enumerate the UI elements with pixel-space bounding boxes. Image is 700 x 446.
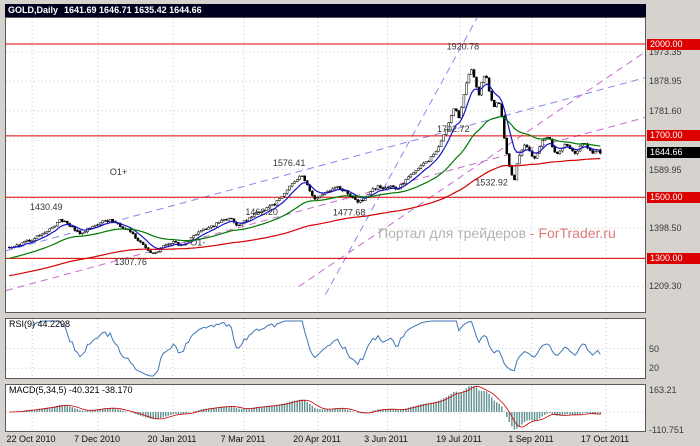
macd-grid <box>6 385 645 431</box>
annotation-label: 1307.76 <box>114 257 147 267</box>
price-annotations: 1920.78 1702.72 1576.41 1462.20 1430.49 1477.… <box>30 42 508 268</box>
x-axis-date-label: 19 Jul 2011 <box>436 434 482 444</box>
y-axis-price-label: 1209.30 <box>649 281 682 291</box>
x-axis-date-label: 20 Jan 2011 <box>147 434 197 444</box>
horizontal-price-lines[interactable] <box>6 43 645 259</box>
price-chart-canvas[interactable]: 1920.78 1702.72 1576.41 1462.20 1430.49 1477.… <box>6 18 645 312</box>
macd-label: MACD(5,34,5) -40.321 -38.170 <box>9 385 133 395</box>
x-axis-date-label: 20 Apr 2011 <box>293 434 341 444</box>
annotation-label: 1477.68 <box>333 208 366 218</box>
ma-mid-line <box>9 116 601 259</box>
annotation-label: 1702.72 <box>437 124 470 134</box>
ma-slow-line <box>9 158 601 277</box>
annotation-label: 1920.78 <box>447 42 480 52</box>
macd-axis-label: 163.21 <box>649 385 677 395</box>
annotation-label: O1- <box>190 238 205 248</box>
main-grid <box>6 18 645 312</box>
hline-price-badge: 1300.00 <box>647 253 700 264</box>
y-axis-price-label: 1398.50 <box>649 223 682 233</box>
macd-axis-label: -110.751 <box>649 425 684 435</box>
rsi-level-label: 20 <box>649 363 660 373</box>
rsi-grid <box>6 319 645 378</box>
x-axis-date-label: 22 Oct 2010 <box>6 434 56 444</box>
macd-canvas[interactable] <box>6 385 645 431</box>
y-axis-price-label: 1589.95 <box>649 165 682 175</box>
rsi-label: RSI(9) 44.2298 <box>9 319 71 329</box>
trendline[interactable] <box>298 51 645 288</box>
ohlc-values: 1641.69 1646.71 1635.42 1644.66 <box>64 5 202 15</box>
trendline[interactable] <box>325 18 492 295</box>
y-axis-price-label: 1878.95 <box>649 76 682 86</box>
annotation-label: 1532.92 <box>475 178 508 188</box>
annotation-label: 1430.49 <box>30 202 63 212</box>
macd-signal-line <box>9 385 601 428</box>
price-chart-pane[interactable]: 1920.78 1702.72 1576.41 1462.20 1430.49 1477.… <box>5 17 646 313</box>
x-axis-date-label: 7 Dec 2010 <box>73 434 121 444</box>
hline-price-badge: 2000.00 <box>647 39 700 50</box>
x-axis-date-label: 1 Sep 2011 <box>508 434 554 444</box>
hline-price-badge: 1700.00 <box>647 130 700 141</box>
hline-price-badge: 1500.00 <box>647 192 700 203</box>
trendlines[interactable] <box>6 18 645 295</box>
rsi-line <box>31 320 601 377</box>
annotation-label: 1576.41 <box>273 158 306 168</box>
symbol-period-label: GOLD,Daily <box>8 5 59 15</box>
x-axis-date-label: 7 Mar 2011 <box>220 434 266 444</box>
trendline[interactable] <box>6 117 645 292</box>
ma-fast-line <box>9 83 601 250</box>
annotation-label: O1+ <box>110 167 127 177</box>
y-axis-price-label: 1781.60 <box>649 106 682 116</box>
current-price-badge: 1644.66 <box>647 147 700 158</box>
annotation-label: 1462.20 <box>245 207 278 217</box>
x-axis-date-label: 17 Oct 2011 <box>580 434 630 444</box>
macd-indicator-pane[interactable]: MACD(5,34,5) -40.321 -38.170 <box>5 384 646 432</box>
rsi-indicator-pane[interactable]: RSI(9) 44.2298 <box>5 318 646 379</box>
x-axis-date-label: 3 Jun 2011 <box>364 434 408 444</box>
rsi-canvas[interactable] <box>6 319 645 378</box>
time-axis[interactable]: 22 Oct 2010 7 Dec 2010 20 Jan 2011 7 Mar 20… <box>5 432 646 446</box>
rsi-level-label: 50 <box>649 344 660 354</box>
chart-title-bar[interactable]: GOLD,Daily 1641.69 1646.71 1635.42 1644.… <box>5 4 646 17</box>
price-axis[interactable]: 1973.35 1878.95 1781.60 1589.95 1398.50 1209.… <box>647 0 700 446</box>
y-axis-price-label: 1973.35 <box>649 47 682 57</box>
